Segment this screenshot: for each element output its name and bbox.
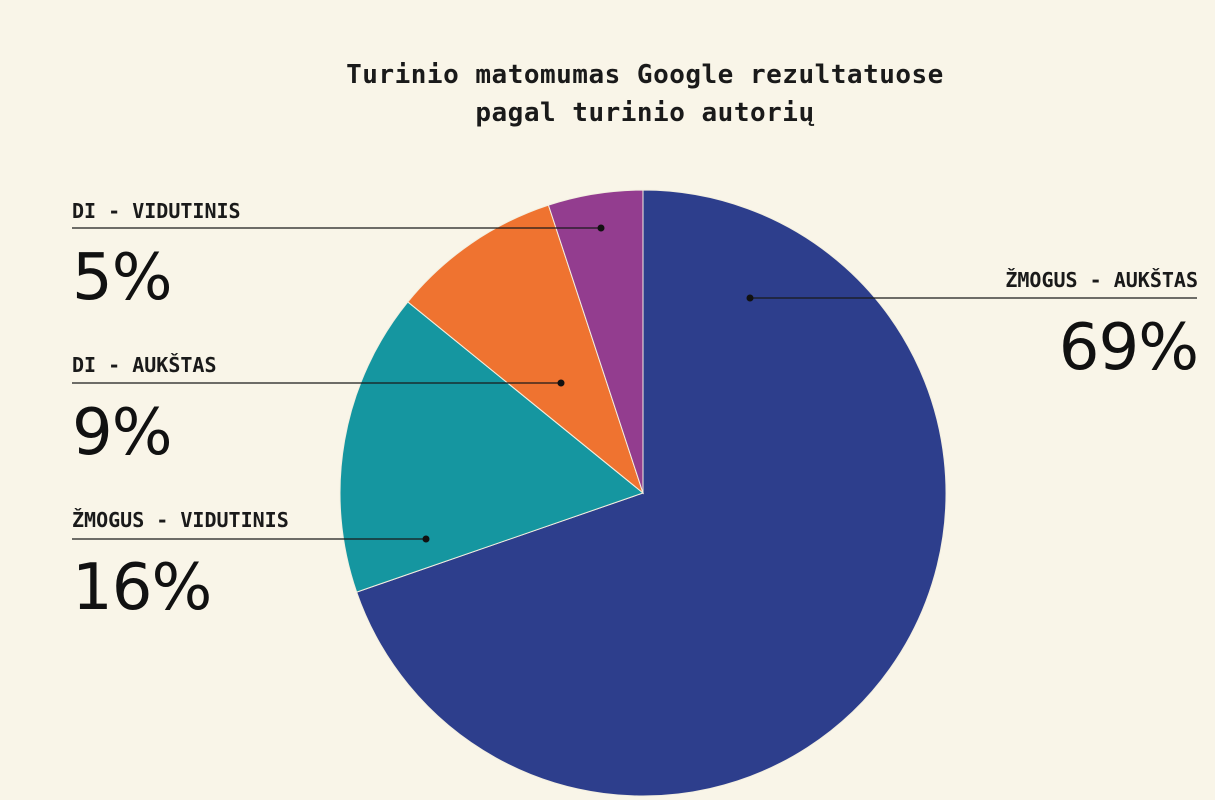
leader-dot-zmogus-vidutinis	[422, 535, 430, 543]
slice-value-di-aukstas: 9%	[72, 396, 173, 470]
pie-slice-di-aukstas	[407, 204, 645, 495]
slice-label-zmogus-aukstas: ŽMOGUS - AUKŠTAS	[1005, 268, 1198, 292]
slice-value-di-vidutinis: 5%	[72, 241, 173, 315]
chart-title-line-2: pagal turinio autorių	[475, 98, 815, 128]
pie-slice-di-vidutinis	[547, 189, 644, 494]
leader-dot-di-vidutinis	[597, 224, 605, 232]
slice-value-zmogus-aukstas: 69%	[1058, 311, 1199, 385]
slice-label-di-aukstas: DI - AUKŠTAS	[72, 353, 217, 377]
pie-slice-zmogus-vidutinis	[339, 301, 645, 593]
leader-dot-zmogus-aukstas	[746, 294, 754, 302]
slice-label-di-vidutinis: DI - VIDUTINIS	[72, 199, 241, 223]
leader-dot-di-aukstas	[557, 379, 565, 387]
chart-title-line-1: Turinio matomumas Google rezultatuose	[346, 60, 944, 90]
slice-value-zmogus-vidutinis: 16%	[72, 551, 212, 625]
slice-label-zmogus-vidutinis: ŽMOGUS - VIDUTINIS	[72, 508, 289, 532]
pie-slice-zmogus-aukstas	[356, 189, 947, 797]
